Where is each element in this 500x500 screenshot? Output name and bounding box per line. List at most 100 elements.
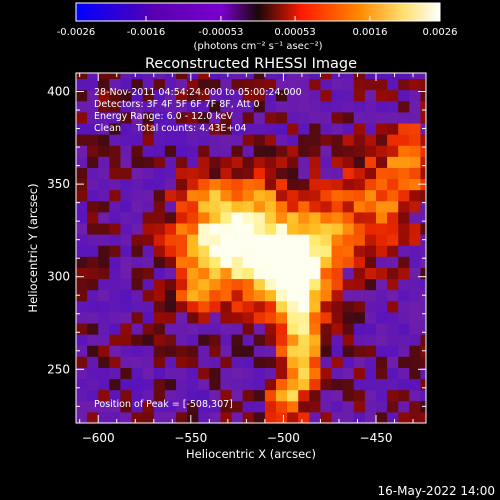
heatmap-cell — [376, 356, 388, 368]
heatmap-cell — [120, 73, 133, 80]
heatmap-cell — [387, 189, 399, 202]
heatmap-cell — [164, 211, 177, 224]
heatmap-cell — [76, 323, 88, 335]
heatmap-cell — [409, 367, 421, 380]
heatmap-cell — [231, 378, 244, 391]
heatmap-cell — [187, 189, 199, 202]
heatmap-cell — [298, 111, 310, 124]
heatmap-cell — [176, 123, 188, 135]
heatmap-cell — [253, 345, 266, 357]
heatmap-cell — [87, 367, 99, 380]
heatmap-cell — [309, 389, 321, 402]
heatmap-cell — [276, 156, 288, 168]
heatmap-cell — [376, 345, 388, 357]
heatmap-cell — [376, 256, 388, 268]
heatmap-cell — [220, 73, 233, 80]
heatmap-cell — [76, 73, 88, 80]
heatmap-cell — [298, 267, 310, 280]
colorbar-tick-label: -0.0016 — [127, 27, 166, 38]
heatmap-cell — [287, 389, 299, 402]
heatmap-cell — [364, 289, 377, 302]
heatmap-cell — [309, 234, 321, 246]
heatmap-cell — [342, 323, 355, 335]
annotation-total-counts: Clean Total counts: 4.43E+04 — [94, 123, 246, 134]
heatmap-cell — [309, 311, 321, 324]
heatmap-cell — [264, 289, 277, 302]
heatmap-cell — [76, 289, 88, 302]
annotation-time-range: 28-Nov-2011 04:54:24.000 to 05:00:24.000 — [94, 87, 302, 98]
heatmap-cell — [153, 89, 166, 102]
heatmap-cell — [87, 311, 99, 324]
heatmap-cell — [242, 334, 255, 346]
heatmap-cell — [98, 223, 110, 235]
heatmap-cell — [176, 111, 188, 124]
heatmap-cell — [120, 389, 133, 402]
heatmap-cell — [342, 89, 355, 102]
heatmap-cell — [209, 100, 221, 113]
heatmap-cell — [320, 167, 333, 180]
heatmap-cell — [398, 73, 410, 80]
heatmap-cell — [264, 223, 277, 235]
heatmap-cell — [198, 300, 210, 313]
heatmap-cell — [320, 334, 333, 346]
heatmap-cell — [142, 167, 155, 180]
heatmap-cell — [398, 256, 410, 268]
heatmap-cell — [142, 211, 155, 224]
heatmap-cell — [98, 389, 110, 402]
heatmap-cell — [142, 189, 155, 202]
heatmap-cell — [276, 111, 288, 124]
heatmap-cell — [364, 100, 377, 113]
heatmap-cell — [164, 100, 177, 113]
heatmap-cell — [209, 311, 221, 324]
heatmap-cell — [164, 123, 177, 135]
heatmap-cell — [353, 400, 366, 413]
heatmap-cell — [109, 156, 121, 168]
heatmap-cell — [264, 145, 277, 157]
heatmap-cell — [131, 278, 144, 291]
heatmap-cell — [242, 211, 255, 224]
heatmap-cell — [98, 156, 110, 168]
heatmap-cell — [98, 145, 110, 157]
heatmap-cell — [164, 323, 177, 335]
colorbar-tick-label: 0.00053 — [274, 27, 315, 38]
heatmap-cell — [364, 389, 377, 402]
heatmap-cell — [120, 211, 133, 224]
heatmap-cell — [198, 100, 210, 113]
heatmap-cell — [220, 345, 233, 357]
heatmap-cell — [309, 300, 321, 313]
heatmap-cell — [331, 378, 344, 391]
heatmap-cell — [309, 289, 321, 302]
heatmap-cell — [87, 278, 99, 291]
heatmap-cell — [87, 78, 99, 91]
heatmap-cell — [209, 167, 221, 180]
heatmap-cell — [120, 234, 133, 246]
heatmap-cell — [353, 411, 366, 423]
heatmap-cell — [287, 278, 299, 291]
heatmap-cell — [87, 123, 99, 135]
heatmap-cell — [331, 278, 344, 291]
heatmap-cell — [76, 156, 88, 168]
heatmap-cell — [342, 78, 355, 91]
heatmap-cell — [398, 311, 410, 324]
heatmap-cell — [353, 311, 366, 324]
heatmap-cell — [98, 289, 110, 302]
heatmap-cell — [153, 389, 166, 402]
heatmap-cell — [376, 211, 388, 224]
heatmap-cell — [76, 100, 88, 113]
heatmap-cell — [76, 78, 88, 91]
heatmap-cell — [220, 178, 233, 191]
heatmap-cell — [409, 323, 421, 335]
heatmap-cell — [187, 356, 199, 368]
heatmap-cell — [420, 200, 426, 213]
heatmap-cell — [331, 78, 344, 91]
heatmap-cell — [353, 134, 366, 146]
heatmap-cell — [276, 223, 288, 235]
heatmap-cell — [87, 411, 99, 423]
heatmap-cell — [242, 89, 255, 102]
heatmap-cell — [187, 178, 199, 191]
heatmap-cell — [164, 223, 177, 235]
heatmap-cell — [387, 289, 399, 302]
heatmap-cell — [220, 223, 233, 235]
heatmap-cell — [309, 411, 321, 423]
heatmap-cell — [298, 278, 310, 291]
